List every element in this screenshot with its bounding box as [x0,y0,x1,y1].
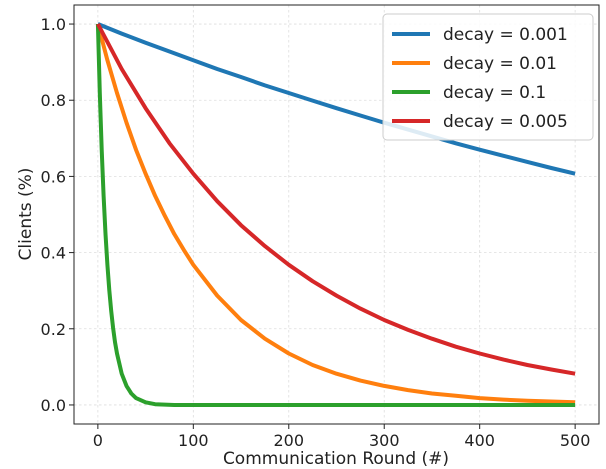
y-axis-label: Clients (%) [16,168,36,261]
y-tick-label: 0.2 [41,320,66,339]
series-line-3 [95,23,576,407]
legend-entry: decay = 0.1 [443,83,546,103]
x-tick-label: 200 [273,431,304,450]
series-line-4 [96,23,576,376]
y-tick-label: 0.6 [41,167,66,186]
x-axis-ticks: 0 100 200 300 400 500 [93,424,591,450]
series-line-1 [97,22,576,176]
x-axis-label: Communication Round (#) [223,449,449,469]
legend-box [382,13,594,141]
plot-frame [73,4,600,425]
y-axis-ticks: 0.0 0.2 0.4 0.6 0.8 1.0 [41,15,74,415]
x-tick-label: 400 [464,431,495,450]
series-line-2 [95,23,576,405]
y-tick-label: 1.0 [41,15,66,34]
x-tick-label: 300 [369,431,400,450]
legend-entry: decay = 0.001 [443,25,568,45]
legend: decay = 0.001 decay = 0.01 decay = 0.1 deca… [382,13,594,141]
x-tick-label: 100 [178,431,209,450]
y-tick-label: 0.4 [41,244,66,263]
series-lines [95,22,576,407]
legend-entry: decay = 0.01 [443,54,557,74]
x-tick-label: 0 [93,431,103,450]
y-tick-label: 0.0 [41,396,66,415]
legend-entry: decay = 0.005 [443,112,568,132]
x-tick-label: 500 [560,431,591,450]
y-tick-label: 0.8 [41,91,66,110]
